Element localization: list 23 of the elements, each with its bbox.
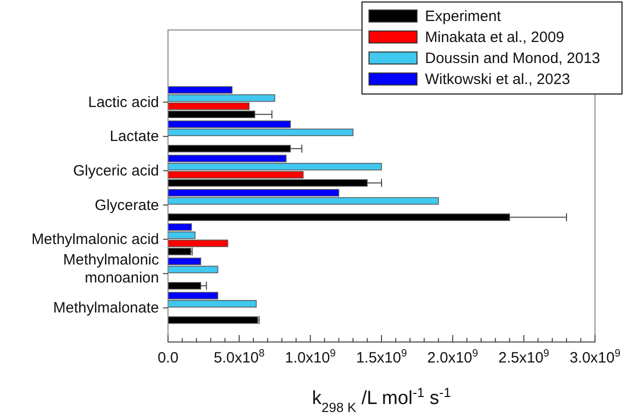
x-tick-label: 2.0x10$^{9}$ [427, 348, 478, 367]
x-tick-label: 3.0x10$^{9}$ [570, 348, 621, 367]
legend-label: Minakata et al., 2009 [425, 29, 564, 46]
x-tick-label: 5.0x10$^{8}$ [214, 348, 265, 367]
bar [168, 213, 510, 221]
x-axis-title: k$_{298 K}$ /L mol$^{-1}$ s$^{-1}$ [312, 384, 452, 414]
y-tick-label: Methylmalonic monoanion [63, 252, 160, 287]
y-tick-label: Glycerate [94, 196, 159, 214]
x-tick-label: 0.0 [158, 350, 178, 367]
bar [168, 144, 291, 152]
legend-label: Experiment [425, 8, 502, 25]
x-tick-label: 1.5x10$^{9}$ [356, 348, 408, 367]
y-tick-label: Lactic acid [88, 94, 159, 111]
x-tick-label: 2.5x10$^{9}$ [498, 348, 550, 367]
y-tick-label: Glyceric acid [73, 162, 159, 180]
legend-label: Witkowski et al., 2023 [425, 71, 570, 88]
y-tick-label: Methylmalonate [53, 300, 159, 317]
y-tick-label: Methylmalonic acid [31, 231, 159, 248]
legend-label: Doussin and Monod, 2013 [425, 50, 600, 67]
bar [168, 316, 258, 324]
x-tick-label: 1.0x10$^{9}$ [284, 348, 336, 367]
y-tick-label: Lactate [110, 128, 159, 146]
bar [168, 282, 202, 290]
